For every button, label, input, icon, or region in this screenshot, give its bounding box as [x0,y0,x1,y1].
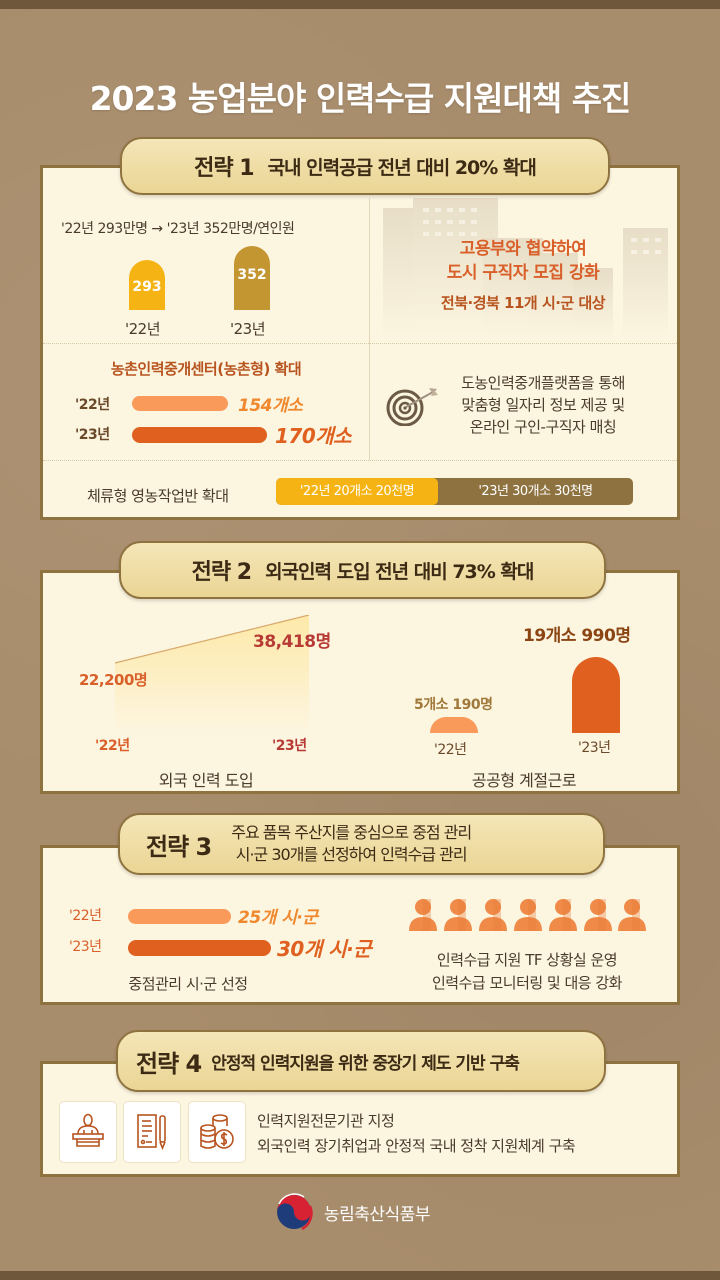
supply-caption: '22년 293만명 → '23년 352만명/연인원 [61,221,295,237]
s4-line2: 외국인력 장기취업과 안정적 국내 정착 지원체계 구축 [257,1137,576,1155]
coins-dollar-icon [188,1101,246,1163]
target-arrow-icon [385,386,441,427]
center-year-2022: '22년 [75,397,110,413]
top-border [0,0,720,9]
foreign-value-2022: 22,200명 [79,671,148,689]
stay-bar: '22년 20개소 20천명 '23년 30개소 30천명 [276,478,633,505]
platform-line1: 도농인력중개플랫폼을 통해 [461,374,625,392]
seasonal-year-2023: '23년 [578,740,611,756]
seasonal-caption: 공공형 계절근로 [471,771,577,790]
page-title: 2023 농업분야 인력수급 지원대책 추진 [89,79,632,118]
s3-value-2023: 30개 시·군 [277,937,372,961]
seasonal-bar-2022 [430,717,478,733]
strategy3-heading: 주요 품목 주산지를 중심으로 중점 관리 시·군 30개를 선정하여 인력수급… [231,823,472,864]
platform-line2: 맞춤형 일자리 정보 제공 및 [461,396,625,414]
strategy2-header: 전략 2 외국인력 도입 전년 대비 73% 확대 [119,541,606,599]
supply-bar-2022: 293 [129,260,165,310]
ministry-logo [274,1192,318,1232]
city-buildings-image [373,198,673,338]
s3-bars-caption: 중점관리 시·군 선정 [128,975,248,993]
seasonal-value-2023: 19개소 990명 [523,626,631,646]
supply-bar-2023: 352 [234,246,270,310]
foreign-year-2023: '23년 [272,738,307,754]
stay-2022-segment: '22년 20개소 20천명 [276,478,438,505]
city-line1: 고용부와 협약하여 [459,239,587,259]
platform-line3: 온라인 구인-구직자 매칭 [469,418,617,436]
center-value-2022: 154개소 [238,396,303,416]
seasonal-year-2022: '22년 [434,742,467,758]
s3-bar-2023 [128,940,271,956]
seasonal-value-2022: 5개소 190명 [414,697,493,713]
center-bar-2023 [132,427,267,443]
s3-bar-2022 [128,909,231,924]
document-pen-icon [123,1101,181,1163]
supply-year-2022: '22년 [125,320,161,338]
foreign-caption: 외국 인력 도입 [158,771,254,790]
strategy1-panel: '22년 293만명 → '23년 352만명/연인원 293 352 '22년… [40,165,680,520]
center-value-2023: 170개소 [275,424,352,448]
center-title: 농촌인력중개센터(농촌형) 확대 [110,360,302,378]
foreign-area-chart [114,614,310,733]
tf-line1: 인력수급 지원 TF 상황실 운영 [436,951,618,969]
tf-line2: 인력수급 모니터링 및 대응 강화 [432,974,622,992]
people-icons [408,898,648,932]
speaker-podium-icon [59,1101,117,1163]
city-line2: 도시 구직자 모집 강화 [446,263,600,283]
ministry-name: 농림축산식품부 [324,1205,430,1225]
bottom-border [0,1271,720,1280]
s3-year-2023: '23년 [69,939,102,955]
seasonal-bar-2023 [572,657,620,733]
stay-label: 체류형 영농작업반 확대 [87,487,229,505]
center-bar-2022 [132,396,228,411]
s4-line1: 인력지원전문기관 지정 [257,1112,395,1130]
strategy4-header: 전략 4 안정적 인력지원을 위한 중장기 제도 기반 구축 [116,1030,606,1092]
foreign-year-2022: '22년 [95,738,130,754]
divider [43,460,677,461]
stay-2023-segment: '23년 30개소 30천명 [478,484,593,499]
taegeuk-logo-icon [277,1193,313,1231]
strategy1-header: 전략 1 국내 인력공급 전년 대비 20% 확대 [120,137,610,195]
strategy3-header: 전략 3 주요 품목 주산지를 중심으로 중점 관리 시·군 30개를 선정하여… [118,813,605,875]
s3-value-2022: 25개 시·군 [238,908,318,928]
s3-year-2022: '22년 [69,908,102,924]
strategy2-panel: 22,200명 38,418명 '22년 '23년 외국 인력 도입 19개소 … [40,570,680,794]
center-year-2023: '23년 [75,427,110,443]
person-icon-group [409,899,646,931]
divider [369,198,370,460]
supply-year-2023: '23년 [230,320,266,338]
divider [43,343,677,344]
city-target: 전북·경북 11개 시·군 대상 [440,294,606,312]
foreign-value-2023: 38,418명 [253,632,331,652]
